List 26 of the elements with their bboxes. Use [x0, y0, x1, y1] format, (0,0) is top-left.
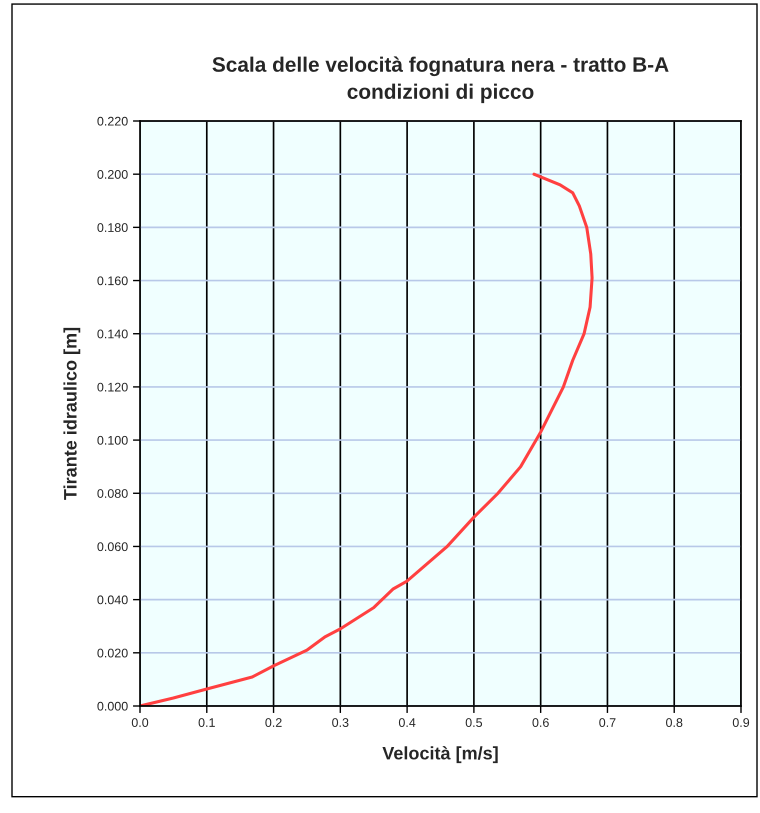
y-axis-title: Tirante idraulico [m]	[63, 328, 80, 500]
line-series	[140, 172, 594, 706]
x-tick-label: 0.2	[265, 718, 282, 727]
x-tick-label: 0.4	[398, 718, 416, 727]
y-tick-label: 0.020	[97, 648, 128, 658]
chart-title: Scala delle velocità fognatura nera - tratto B-A condizioni di picco	[212, 56, 669, 104]
y-tick-label: 0.140	[97, 330, 128, 338]
y-tick-label: 0.060	[97, 542, 128, 552]
x-axis-title: Velocità [m/s]	[382, 746, 498, 764]
x-tick-label: 0.8	[666, 718, 682, 727]
x-tick-label: 0.0	[132, 718, 148, 727]
y-tick-label: 0.040	[97, 595, 128, 604]
y-tick-label: 0.200	[97, 170, 128, 179]
x-tick-label: 0.9	[732, 718, 750, 727]
y-tick-label: 0.080	[97, 489, 128, 498]
x-tick-label: 0.5	[466, 718, 482, 727]
y-tick-label: 0.160	[97, 276, 128, 286]
x-tick-label: 0.3	[332, 718, 348, 727]
x-tick-label: 0.1	[198, 718, 215, 727]
y-tick-label: 0.000	[97, 702, 128, 711]
x-tick-label: 0.6	[532, 718, 549, 727]
y-tick-label: 0.120	[97, 382, 128, 392]
y-tick-label: 0.100	[97, 436, 128, 445]
y-tick-label: 0.220	[97, 116, 128, 126]
y-tick-label: 0.180	[97, 223, 128, 232]
x-tick-label: 0.7	[599, 718, 616, 727]
